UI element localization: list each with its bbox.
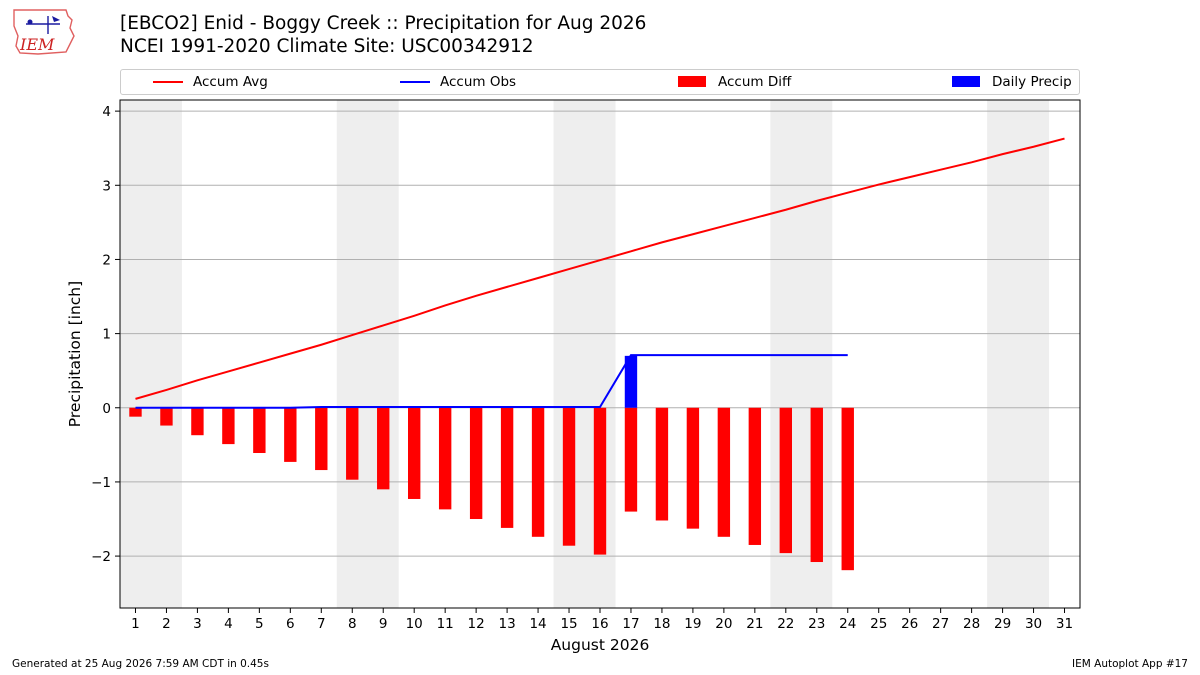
accum-diff-bar-12 xyxy=(469,407,483,520)
y-tick-label-3: 3 xyxy=(102,178,111,194)
x-tick-label-3: 3 xyxy=(193,616,202,632)
legend-swatch-accum-avg xyxy=(153,81,183,83)
legend-label-accum-obs: Accum Obs xyxy=(440,74,517,90)
bars-group xyxy=(129,355,854,571)
iem-logo: IEM xyxy=(8,6,78,58)
y-tick-label-2: 2 xyxy=(102,252,111,268)
x-tick-label-14: 14 xyxy=(529,616,546,632)
x-tick-label-28: 28 xyxy=(963,616,980,632)
accum-diff-bar-7 xyxy=(315,407,328,471)
accum-diff-bar-4 xyxy=(222,407,235,445)
x-tick-label-8: 8 xyxy=(348,616,357,632)
x-tick-label-11: 11 xyxy=(437,616,454,632)
accum-diff-bar-9 xyxy=(377,407,390,490)
x-tick-label-29: 29 xyxy=(994,616,1011,632)
x-tick-label-26: 26 xyxy=(901,616,918,632)
weekend-band-0 xyxy=(120,100,182,608)
x-tick-label-1: 1 xyxy=(131,616,140,632)
accum-diff-bar-6 xyxy=(284,407,297,462)
chart-legend: Accum Avg Accum Obs Accum Diff Daily Pre… xyxy=(120,69,1080,95)
x-axis: 1 2 3 4 5 6 7 8 9 10 11 12 13 14 15 16 17 18 19 20 21 22 23 24 2… xyxy=(131,608,1073,632)
x-tick-label-4: 4 xyxy=(224,616,233,632)
legend-swatch-accum-diff xyxy=(678,76,706,87)
legend-swatch-daily-precip xyxy=(952,76,980,87)
x-tick-label-24: 24 xyxy=(839,616,856,632)
x-tick-label-22: 22 xyxy=(777,616,794,632)
x-tick-label-17: 17 xyxy=(622,616,639,632)
x-tick-label-16: 16 xyxy=(591,616,608,632)
y-tick-label--1: −1 xyxy=(91,475,111,491)
x-tick-label-7: 7 xyxy=(317,616,326,632)
accum-avg-line xyxy=(135,137,1065,400)
accum-diff-bar-18 xyxy=(655,407,669,521)
accum-diff-bar-16 xyxy=(593,407,607,555)
legend-swatch-accum-obs xyxy=(400,81,430,83)
lines-group xyxy=(135,137,1065,409)
y-axis: −2 −1 0 1 2 3 4 xyxy=(91,104,120,565)
accum-diff-bar-3 xyxy=(191,407,204,436)
accum-diff-bar-8 xyxy=(346,407,359,480)
generated-timestamp: Generated at 25 Aug 2026 7:59 AM CDT in … xyxy=(12,658,269,670)
accum-diff-bar-17 xyxy=(624,407,638,512)
x-tick-label-31: 31 xyxy=(1056,616,1073,632)
title-line-1: [EBCO2] Enid - Boggy Creek :: Precipitat… xyxy=(120,13,647,34)
weekend-band-4 xyxy=(987,100,1050,608)
x-tick-label-6: 6 xyxy=(286,616,295,632)
legend-label-accum-avg: Accum Avg xyxy=(193,74,268,90)
weekend-band-1 xyxy=(336,100,399,608)
x-tick-label-30: 30 xyxy=(1025,616,1042,632)
x-tick-label-2: 2 xyxy=(162,616,171,632)
x-tick-label-25: 25 xyxy=(870,616,887,632)
accum-diff-bar-14 xyxy=(531,407,545,537)
x-tick-label-20: 20 xyxy=(715,616,732,632)
x-tick-label-9: 9 xyxy=(379,616,388,632)
legend-label-daily-precip: Daily Precip xyxy=(992,74,1072,90)
chart-title: [EBCO2] Enid - Boggy Creek :: Precipitat… xyxy=(120,12,646,58)
x-tick-label-19: 19 xyxy=(684,616,701,632)
x-tick-label-18: 18 xyxy=(653,616,670,632)
x-tick-label-15: 15 xyxy=(560,616,577,632)
x-tick-label-23: 23 xyxy=(808,616,825,632)
accum-diff-bar-21 xyxy=(748,407,762,545)
accum-diff-bar-2 xyxy=(160,407,173,426)
x-tick-label-13: 13 xyxy=(499,616,516,632)
daily-precip-bar-17 xyxy=(624,355,638,408)
accum-diff-bar-13 xyxy=(500,407,514,528)
y-tick-label--2: −2 xyxy=(91,549,111,565)
accum-diff-bar-20 xyxy=(717,407,731,537)
accum-obs-line xyxy=(135,354,848,409)
accum-diff-bar-15 xyxy=(562,407,576,546)
autoplot-app-label: IEM Autoplot App #17 xyxy=(1072,658,1188,670)
x-tick-label-10: 10 xyxy=(406,616,423,632)
legend-label-accum-diff: Accum Diff xyxy=(718,74,792,90)
accum-diff-bar-23 xyxy=(810,407,823,563)
x-axis-label: August 2026 xyxy=(551,636,650,654)
accum-diff-bar-5 xyxy=(253,407,266,454)
accum-diff-bar-10 xyxy=(408,407,421,499)
accum-diff-bar-11 xyxy=(438,407,452,510)
accum-diff-bar-24 xyxy=(841,407,854,571)
title-line-2: NCEI 1991-2020 Climate Site: USC00342912 xyxy=(120,36,534,57)
y-axis-label: Precipitation [inch] xyxy=(66,281,84,427)
y-tick-label-4: 4 xyxy=(102,104,111,120)
x-tick-label-12: 12 xyxy=(468,616,485,632)
accum-diff-bar-1 xyxy=(129,407,142,417)
accum-diff-bar-19 xyxy=(686,407,700,529)
accum-diff-bar-22 xyxy=(779,407,792,554)
logo-text: IEM xyxy=(19,35,55,54)
y-tick-label-1: 1 xyxy=(102,327,111,343)
x-tick-label-5: 5 xyxy=(255,616,264,632)
x-tick-label-27: 27 xyxy=(932,616,949,632)
weekend-shading-group xyxy=(120,100,1050,608)
x-tick-label-21: 21 xyxy=(746,616,763,632)
y-tick-label-0: 0 xyxy=(102,401,111,417)
